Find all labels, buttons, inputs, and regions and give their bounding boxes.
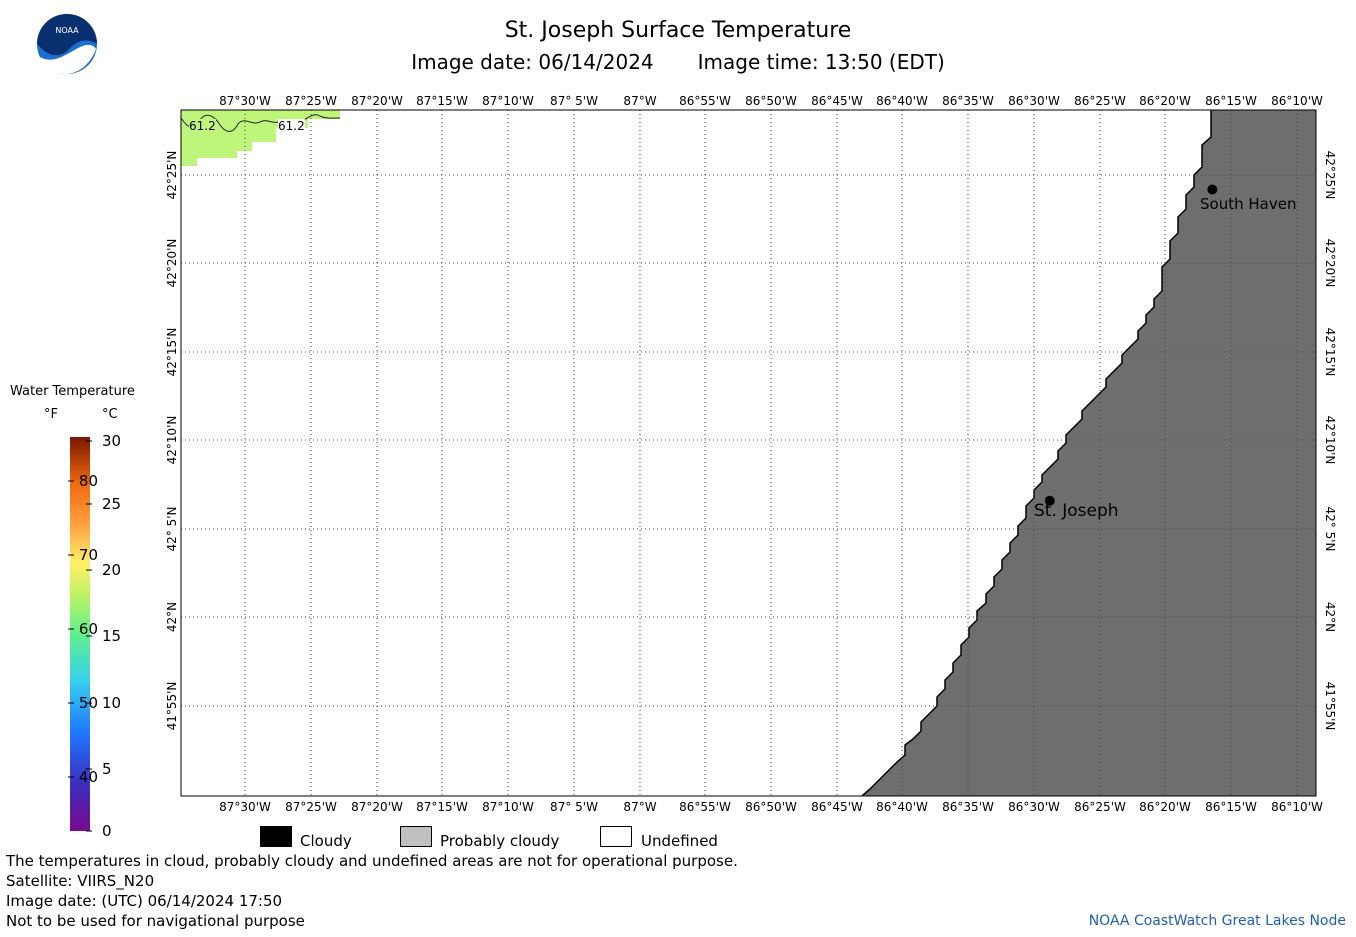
lat-label: 42°20'N <box>1323 238 1337 288</box>
lon-label: 87°25'W <box>285 800 337 814</box>
tick-c: 25 <box>102 495 122 513</box>
lat-label: 41°55'N <box>1323 681 1337 731</box>
page-title: St. Joseph Surface Temperature <box>504 18 852 43</box>
contour-label: 61.2 <box>189 119 216 133</box>
probably-cloudy-label: Probably cloudy <box>440 832 560 850</box>
lon-label: 87°W <box>623 800 657 814</box>
contour-label: 61.2 <box>278 119 305 133</box>
tick-f: 60 <box>78 620 98 638</box>
city-label-south-haven: South Haven <box>1200 195 1297 213</box>
tick-f: 50 <box>78 694 98 712</box>
tick-c: 10 <box>102 694 122 712</box>
city-marker <box>1207 184 1218 195</box>
lon-label: 86°45'W <box>811 94 863 108</box>
legend-title: Water Temperature <box>10 384 135 399</box>
undefined-label: Undefined <box>641 832 718 850</box>
lat-label: 42°25'N <box>1323 150 1337 200</box>
lon-label: 86°35'W <box>942 800 994 814</box>
cloudy-label: Cloudy <box>300 832 352 850</box>
isotherm-contour <box>180 114 341 132</box>
lat-label: 42°N <box>1323 601 1337 633</box>
lon-label: 87°10'W <box>482 800 534 814</box>
lon-label: 86°30'W <box>1008 800 1060 814</box>
tick-f: 40 <box>78 768 98 786</box>
lon-label: 86°25'W <box>1074 800 1126 814</box>
lon-label: 87°20'W <box>351 94 403 108</box>
tick-c: 5 <box>102 760 112 778</box>
lon-label: 86°10'W <box>1271 94 1323 108</box>
lon-label: 87° 5'W <box>550 800 598 814</box>
noaa-logo: NOAA <box>37 14 97 74</box>
cloudy-swatch <box>260 826 292 847</box>
city-marker <box>1044 495 1055 506</box>
city-markers <box>1044 184 1218 506</box>
credit-link[interactable]: NOAA CoastWatch Great Lakes Node <box>1088 913 1346 929</box>
lon-label: 86°45'W <box>811 800 863 814</box>
lat-label: 42° 5'N <box>165 506 179 552</box>
lon-label: 87°30'W <box>219 800 271 814</box>
tick-f: 70 <box>78 546 98 564</box>
unit-f: °F <box>44 407 58 422</box>
tick-c: 0 <box>102 822 112 840</box>
footer-utc-date: Image date: (UTC) 06/14/2024 17:50 <box>6 892 283 910</box>
lat-label: 41°55'N <box>165 681 179 731</box>
svg-text:NOAA: NOAA <box>55 26 79 35</box>
lon-label: 86°55'W <box>679 94 731 108</box>
image-date: Image date: 06/14/2024 <box>411 50 654 74</box>
lon-label: 87°W <box>623 94 657 108</box>
lat-label: 42°10'N <box>1323 415 1337 465</box>
lon-label: 87°20'W <box>351 800 403 814</box>
lon-label: 87°10'W <box>482 94 534 108</box>
lon-label: 86°50'W <box>745 94 797 108</box>
lon-label: 86°40'W <box>876 94 928 108</box>
lon-label: 87°30'W <box>219 94 271 108</box>
tick-c: 20 <box>102 561 122 579</box>
tick-f: 80 <box>78 472 98 490</box>
coastline <box>861 110 1212 797</box>
lon-label: 87°15'W <box>416 800 468 814</box>
footer-note: The temperatures in cloud, probably clou… <box>6 852 738 870</box>
footer-satellite: Satellite: VIIRS_N20 <box>6 872 155 890</box>
lon-label: 86°15'W <box>1205 800 1257 814</box>
lon-label: 86°10'W <box>1271 800 1323 814</box>
lon-label: 86°25'W <box>1074 94 1126 108</box>
lon-label: 87° 5'W <box>550 94 598 108</box>
lon-label: 86°35'W <box>942 94 994 108</box>
lon-label: 86°50'W <box>745 800 797 814</box>
lat-label: 42°N <box>165 601 179 633</box>
image-datetime: Image date: 06/14/2024 Image time: 13:50 … <box>0 50 1356 74</box>
lon-label: 87°15'W <box>416 94 468 108</box>
footer-disclaimer: Not to be used for navigational purpose <box>6 912 305 930</box>
lat-label: 42°25'N <box>165 150 179 200</box>
city-label-st-joseph: St. Joseph <box>1034 501 1119 521</box>
lon-label: 86°40'W <box>876 800 928 814</box>
lat-label: 42° 5'N <box>1323 506 1337 552</box>
lat-label: 42°15'N <box>1323 327 1337 377</box>
unit-c: °C <box>102 407 118 422</box>
undefined-swatch <box>600 826 632 847</box>
temperature-colorbar <box>68 437 92 832</box>
lon-label: 87°25'W <box>285 94 337 108</box>
tick-c: 15 <box>102 627 122 645</box>
probably-cloudy-swatch <box>400 826 432 847</box>
lon-label: 86°15'W <box>1205 94 1257 108</box>
lon-label: 86°30'W <box>1008 94 1060 108</box>
lon-label: 86°20'W <box>1139 800 1191 814</box>
lat-label: 42°10'N <box>165 415 179 465</box>
lat-label: 42°15'N <box>165 327 179 377</box>
lat-label: 42°20'N <box>165 238 179 288</box>
tick-c: 30 <box>102 432 122 450</box>
land-area <box>862 110 1316 796</box>
lon-label: 86°20'W <box>1139 94 1191 108</box>
image-time: Image time: 13:50 (EDT) <box>697 50 945 74</box>
lon-label: 86°55'W <box>679 800 731 814</box>
map-frame <box>180 109 1317 797</box>
